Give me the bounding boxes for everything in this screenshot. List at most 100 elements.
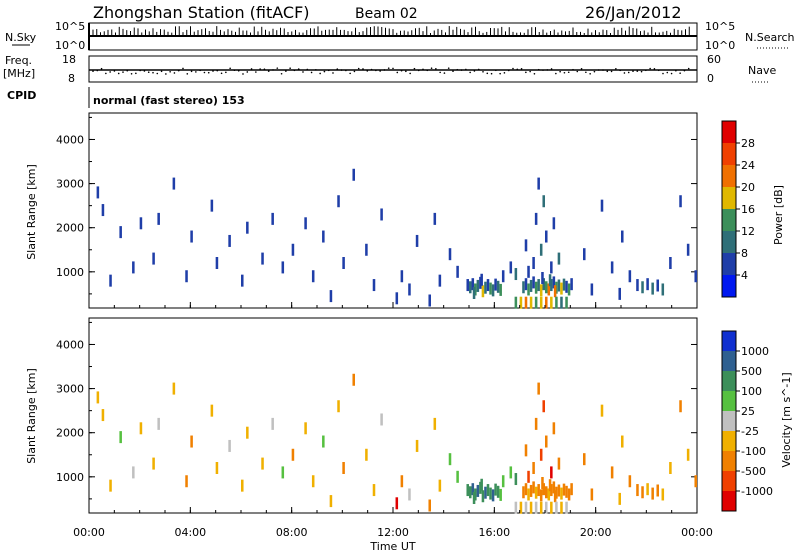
data-cell [215, 462, 219, 474]
data-cell [550, 501, 553, 514]
nave-point [152, 71, 154, 74]
data-cell [281, 261, 285, 274]
nave-point [349, 72, 351, 75]
data-cell [480, 478, 483, 491]
data-cell [241, 274, 244, 287]
nave-point [559, 70, 561, 73]
nave-point [567, 71, 570, 74]
nave-point [465, 68, 467, 71]
data-cell [472, 287, 476, 299]
nave-point [683, 69, 686, 72]
nave-point [405, 70, 407, 73]
nave-point [516, 68, 519, 71]
data-cell [600, 404, 604, 417]
data-cell [329, 290, 333, 303]
nave-point [422, 68, 424, 71]
data-cell [489, 282, 492, 295]
data-cell [342, 462, 345, 474]
data-cell [491, 489, 495, 502]
nave-point [640, 70, 643, 73]
data-cell [109, 274, 112, 287]
data-cell [494, 483, 497, 496]
data-cell [433, 212, 437, 225]
colorbar-segment [722, 165, 736, 187]
data-cell [532, 257, 535, 269]
data-cell [524, 483, 528, 496]
nave-point [597, 69, 600, 71]
nave-point [662, 72, 664, 75]
nave-point [105, 72, 107, 75]
data-cell [534, 281, 538, 294]
nave-point [357, 67, 360, 70]
data-cell [550, 296, 553, 309]
nave-point [353, 70, 356, 73]
data-cell [486, 484, 490, 497]
data-cell [562, 483, 566, 496]
nave-point [563, 71, 566, 74]
nave-point [495, 69, 497, 72]
data-cell [610, 261, 614, 274]
data-cell [560, 296, 563, 309]
data-cell [686, 448, 690, 461]
nave-point [537, 68, 540, 71]
data-cell [541, 272, 544, 284]
nave-point [370, 68, 373, 71]
nave-point [636, 70, 639, 72]
data-cell [534, 501, 538, 514]
data-cell [590, 283, 594, 296]
colorbar-tick-label: 20 [741, 181, 755, 194]
data-cell [139, 422, 143, 435]
nave-point [212, 70, 214, 72]
data-cell [101, 204, 105, 217]
data-cell [499, 488, 502, 501]
nave-point [687, 67, 690, 70]
y-tick-label: 1000 [56, 266, 84, 279]
colorbar-segment [722, 231, 736, 253]
nave-point [173, 72, 176, 74]
data-cell [570, 278, 573, 291]
data-cell [537, 279, 540, 292]
nave-point [267, 70, 270, 72]
nave-point [383, 69, 386, 71]
nave-point [675, 69, 677, 72]
y-tick-label: 4000 [56, 133, 84, 146]
nave-point [280, 72, 283, 75]
data-cell [509, 261, 513, 274]
nave-point [503, 72, 506, 74]
data-cell [372, 279, 376, 292]
nave-point [379, 70, 381, 72]
data-cell [342, 257, 345, 269]
nave-point [632, 70, 634, 72]
power-y-axis: 1000 2000 3000 4000 [56, 116, 697, 295]
nsky-tick-top: 10^5 [55, 20, 85, 33]
data-cell [534, 486, 538, 499]
nave-point [336, 68, 339, 70]
data-cell [228, 234, 231, 247]
nsky-trace [88, 23, 697, 50]
nave-point [225, 71, 227, 74]
freq-tick-bottom: 8 [68, 72, 75, 85]
x-tick-label: 12:00 [377, 526, 409, 539]
data-cell [628, 475, 632, 488]
data-cell [428, 499, 431, 512]
nave-point [143, 70, 146, 72]
freq-trace [89, 67, 697, 75]
data-cell [210, 199, 214, 212]
nave-point [259, 68, 261, 70]
colorbar-segment [722, 143, 736, 165]
data-cell [372, 484, 376, 497]
nave-point [289, 67, 291, 70]
data-cell [552, 276, 556, 289]
data-cell [555, 501, 558, 514]
freq-label: Freq. [5, 54, 32, 67]
data-cell [694, 270, 697, 283]
data-cell [636, 484, 639, 497]
colorbar-segment [722, 471, 736, 491]
data-cell [646, 278, 649, 291]
data-cell [646, 483, 649, 496]
data-cell [686, 243, 690, 256]
data-cell [522, 486, 525, 499]
nave-point [477, 68, 480, 71]
colorbar-tick-label: -1000 [741, 485, 773, 498]
data-cell [661, 283, 665, 296]
